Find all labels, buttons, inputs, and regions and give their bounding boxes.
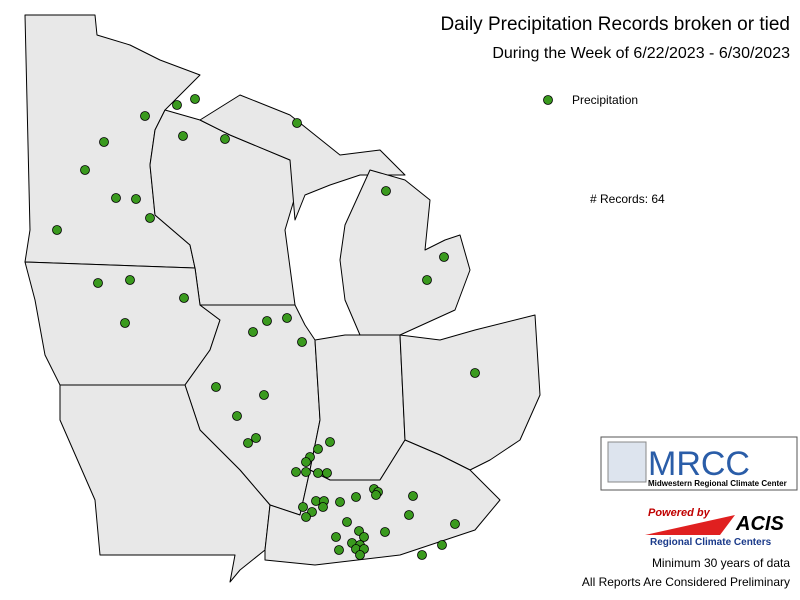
record-dot xyxy=(335,497,345,507)
record-dot xyxy=(318,502,328,512)
record-dot xyxy=(371,490,381,500)
logo-icon xyxy=(607,441,647,483)
record-dot xyxy=(93,278,103,288)
record-dot xyxy=(331,532,341,542)
record-dot xyxy=(301,467,311,477)
footer-note: Minimum 30 years of data xyxy=(652,556,790,570)
record-dot xyxy=(355,550,365,560)
record-dot xyxy=(408,491,418,501)
record-dot xyxy=(111,193,121,203)
record-dot xyxy=(262,316,272,326)
record-dot xyxy=(140,111,150,121)
record-dot xyxy=(80,165,90,175)
record-dot xyxy=(291,467,301,477)
missouri xyxy=(59,384,271,583)
record-dot xyxy=(232,411,242,421)
record-dot xyxy=(325,437,335,447)
record-dot xyxy=(298,502,308,512)
record-dot xyxy=(380,527,390,537)
record-dot xyxy=(301,512,311,522)
legend-marker xyxy=(543,95,553,105)
upper-michigan xyxy=(199,94,406,221)
record-dot xyxy=(179,293,189,303)
record-dot xyxy=(301,457,311,467)
mrcc-logo: MRCC Midwestern Regional Climate Center xyxy=(600,436,798,491)
powered-by: Powered by xyxy=(648,507,711,519)
record-dot xyxy=(248,327,258,337)
record-dot xyxy=(211,382,221,392)
record-dot xyxy=(220,134,230,144)
record-dot xyxy=(172,100,182,110)
kentucky xyxy=(264,439,501,566)
record-dot xyxy=(259,390,269,400)
record-dots xyxy=(52,94,480,560)
acis-text: ACIS xyxy=(735,513,784,535)
record-dot xyxy=(450,519,460,529)
footer-note: All Reports Are Considered Preliminary xyxy=(582,575,790,589)
rcc-text: Regional Climate Centers xyxy=(650,537,772,548)
record-dot xyxy=(125,275,135,285)
record-dot xyxy=(439,252,449,262)
record-dot xyxy=(381,186,391,196)
record-dot xyxy=(52,225,62,235)
acis-swoosh xyxy=(645,515,735,535)
record-dot xyxy=(120,318,130,328)
legend-label: Precipitation xyxy=(572,93,638,107)
record-dot xyxy=(251,433,261,443)
record-dot xyxy=(131,194,141,204)
record-dot xyxy=(145,213,155,223)
record-dot xyxy=(342,517,352,527)
record-dot xyxy=(292,118,302,128)
record-dot xyxy=(470,368,480,378)
title: Daily Precipitation Records broken or ti… xyxy=(440,14,790,35)
record-dot xyxy=(404,510,414,520)
mrcc-name: Midwestern Regional Climate Center xyxy=(648,479,787,488)
mrcc-text: MRCC xyxy=(648,445,750,483)
record-dot xyxy=(313,468,323,478)
record-dot xyxy=(99,137,109,147)
record-dot xyxy=(313,444,323,454)
states xyxy=(24,14,541,583)
record-dot xyxy=(243,438,253,448)
acis-logo: Powered by ACIS Regional Climate Centers xyxy=(645,507,784,548)
record-dot xyxy=(422,275,432,285)
record-dot xyxy=(190,94,200,104)
lower-michigan xyxy=(339,169,471,336)
subtitle: During the Week of 6/22/2023 - 6/30/2023 xyxy=(492,45,790,62)
indiana xyxy=(309,334,406,481)
record-dot xyxy=(417,550,427,560)
records-count: # Records: 64 xyxy=(590,192,665,206)
record-dot xyxy=(334,545,344,555)
record-dot xyxy=(297,337,307,347)
record-dot xyxy=(351,492,361,502)
record-dot xyxy=(437,540,447,550)
record-dot xyxy=(322,468,332,478)
record-dot xyxy=(282,313,292,323)
record-dot xyxy=(359,532,369,542)
record-dot xyxy=(178,131,188,141)
